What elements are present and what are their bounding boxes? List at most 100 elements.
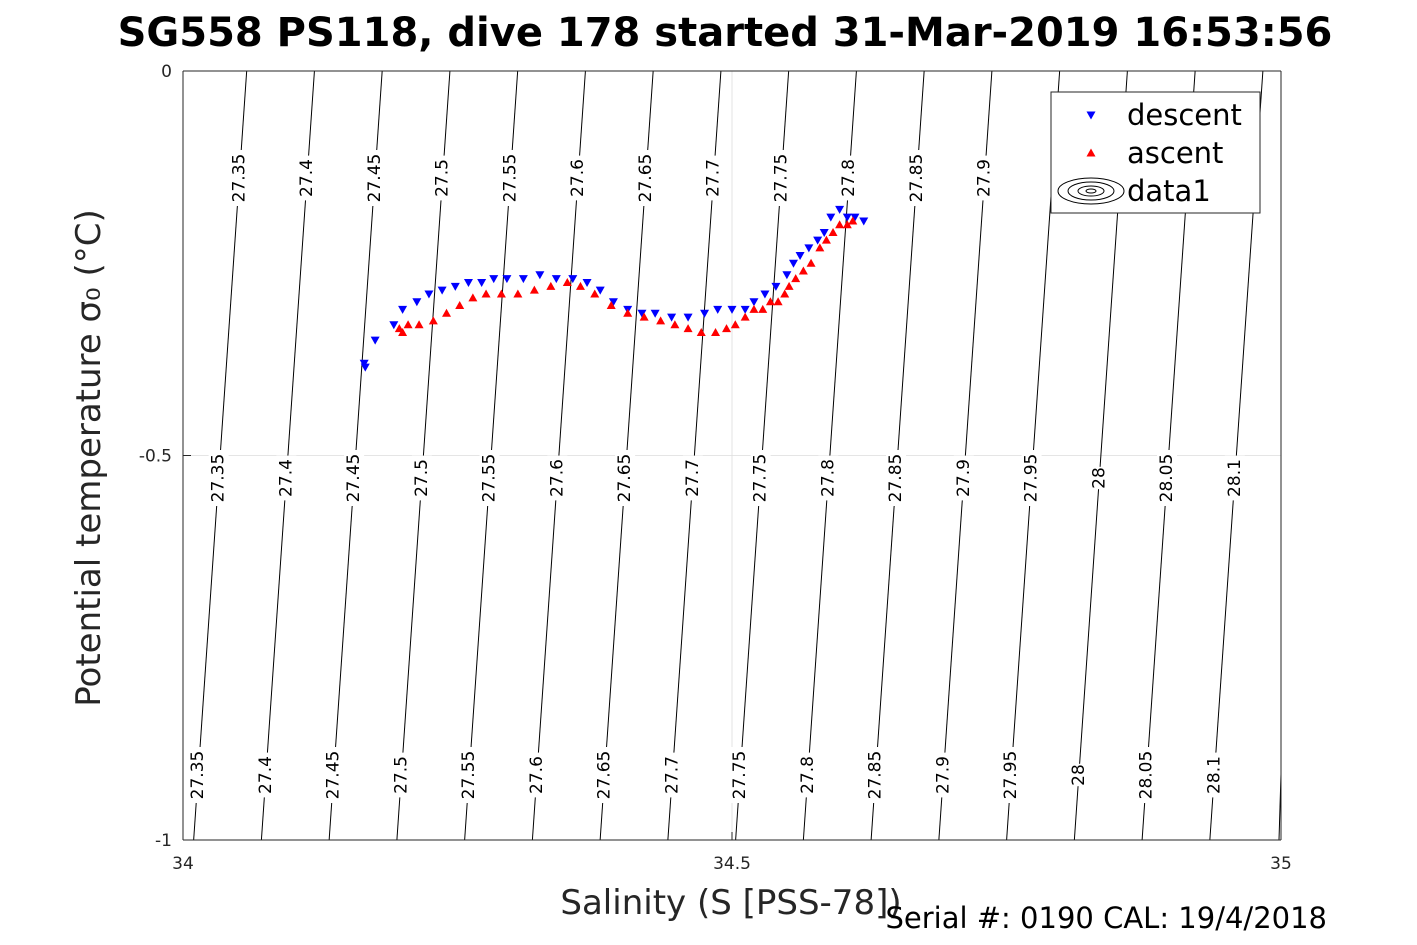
contour-label-bottom-bg xyxy=(459,747,480,803)
descent-point xyxy=(595,286,605,295)
contour-label-top: 27.35 xyxy=(229,154,249,203)
legend-contour-icon xyxy=(1077,185,1105,197)
contour-label-middle-bg xyxy=(818,455,839,501)
axes: 34 34.5 35 0 -0.5 -1 xyxy=(139,62,1292,874)
contour-label-middle-bg xyxy=(276,455,297,501)
descent-point xyxy=(370,336,380,345)
contour-label-top: 27.7 xyxy=(704,159,724,197)
contour-label-top-bg xyxy=(432,155,453,201)
descent-point xyxy=(727,305,737,314)
descent-point xyxy=(489,275,499,284)
ascent-point xyxy=(403,320,413,329)
contour-label-middle: 27.4 xyxy=(276,459,296,497)
contour-label-bottom: 27.55 xyxy=(459,751,479,800)
contour-label-bottom-bg xyxy=(391,752,412,798)
descent-point xyxy=(782,271,792,280)
descent-point xyxy=(502,275,512,284)
contour-label-bottom: 28.05 xyxy=(1137,751,1157,800)
contour-label-bottom: 27.75 xyxy=(730,751,750,800)
descent-point xyxy=(859,217,869,226)
ascent-point xyxy=(842,220,852,229)
ascent-point xyxy=(575,281,585,290)
contour-label-bottom: 27.5 xyxy=(391,756,411,794)
contour-label-middle: 27.75 xyxy=(751,454,771,503)
ascent-point xyxy=(815,243,825,252)
contour-label-bottom-bg xyxy=(662,752,683,798)
descent-point xyxy=(389,321,399,330)
contour-label-bottom-bg xyxy=(526,752,547,798)
descent-point xyxy=(463,278,473,287)
contour-label-middle-bg xyxy=(208,450,229,506)
ascent-point xyxy=(821,235,831,244)
contour-label-top: 27.4 xyxy=(297,159,317,197)
chart-title: SG558 PS118, dive 178 started 31-Mar-201… xyxy=(118,10,1333,56)
ascent-point xyxy=(513,289,523,298)
contour-label-middle-bg xyxy=(479,450,500,506)
contour-label-bottom-bg xyxy=(1204,752,1225,798)
contour-label-top-bg xyxy=(297,155,318,201)
contour-label-middle-bg xyxy=(750,450,771,506)
ascent-point xyxy=(835,220,845,229)
contour-label-bottom: 27.7 xyxy=(662,756,682,794)
footer-serial-cal: Serial #: 0190 CAL: 19/4/2018 xyxy=(885,901,1327,935)
descent-point xyxy=(637,309,647,318)
contour-label-middle-bg xyxy=(1089,466,1110,490)
contour-label-middle: 27.95 xyxy=(1022,454,1042,503)
x-tick-label: 35 xyxy=(1270,854,1292,874)
contour-label-top: 27.45 xyxy=(365,154,385,203)
contour-label-bottom-bg xyxy=(797,752,818,798)
ascent-point xyxy=(749,304,759,313)
ascent-point xyxy=(791,274,801,283)
contour-label-bottom: 27.4 xyxy=(256,756,276,794)
descent-point xyxy=(760,290,770,299)
data-points xyxy=(359,205,869,372)
contour-label-middle-bg xyxy=(615,450,636,506)
descent-point xyxy=(477,278,487,287)
ascent-point xyxy=(656,316,666,325)
contour-label-bottom: 27.85 xyxy=(866,751,886,800)
contour-label-bottom: 27.9 xyxy=(933,756,953,794)
contour-label-top-bg xyxy=(771,150,792,206)
contour-label-bottom: 27.45 xyxy=(324,751,344,800)
contour-label-top: 27.75 xyxy=(771,154,791,203)
ascent-point xyxy=(848,216,858,225)
descent-point xyxy=(518,275,528,284)
contour-label-bottom: 28 xyxy=(1069,764,1089,786)
contour-label-bottom: 28.1 xyxy=(1204,756,1224,794)
ascent-point xyxy=(428,316,438,325)
contour-label-top: 27.55 xyxy=(500,154,520,203)
descent-point xyxy=(850,213,860,222)
contour-label-bottom: 27.35 xyxy=(188,751,208,800)
ascent-point xyxy=(780,289,790,298)
contour-label-top: 27.85 xyxy=(907,154,927,203)
ascent-point xyxy=(529,285,539,294)
contour-label-middle-bg xyxy=(1021,450,1042,506)
contour-label-top: 27.6 xyxy=(568,159,588,197)
contour-label-top-bg xyxy=(500,150,521,206)
ascent-point xyxy=(806,258,816,267)
contour-label-bottom-bg xyxy=(865,747,886,803)
ascent-point xyxy=(562,277,572,286)
descent-point xyxy=(424,290,434,299)
descent-point xyxy=(740,305,750,314)
x-axis-label: Salinity (S [PSS-78]) xyxy=(560,883,901,923)
contour-label-middle: 27.55 xyxy=(480,454,500,503)
contour-label-top-bg xyxy=(635,150,656,206)
ascent-point xyxy=(546,281,556,290)
contour-label-middle-bg xyxy=(886,450,907,506)
contour-label-middle-bg xyxy=(1224,455,1245,501)
contour-label-middle-bg xyxy=(1157,450,1178,506)
contour-label-middle: 27.35 xyxy=(209,454,229,503)
legend-contour-icon xyxy=(1067,181,1115,201)
descent-point xyxy=(683,313,693,322)
contour-label-top: 27.8 xyxy=(839,159,859,197)
descent-point xyxy=(535,271,545,280)
contour-label-bottom-bg xyxy=(933,752,954,798)
contour-label-middle: 27.85 xyxy=(886,454,906,503)
ascent-point xyxy=(828,227,838,236)
x-tick-label: 34 xyxy=(172,854,194,874)
contour-label-bottom-bg xyxy=(1068,763,1089,787)
ascent-point xyxy=(696,327,706,336)
y-tick-label: -1 xyxy=(155,831,172,851)
series-ascent xyxy=(394,216,858,336)
